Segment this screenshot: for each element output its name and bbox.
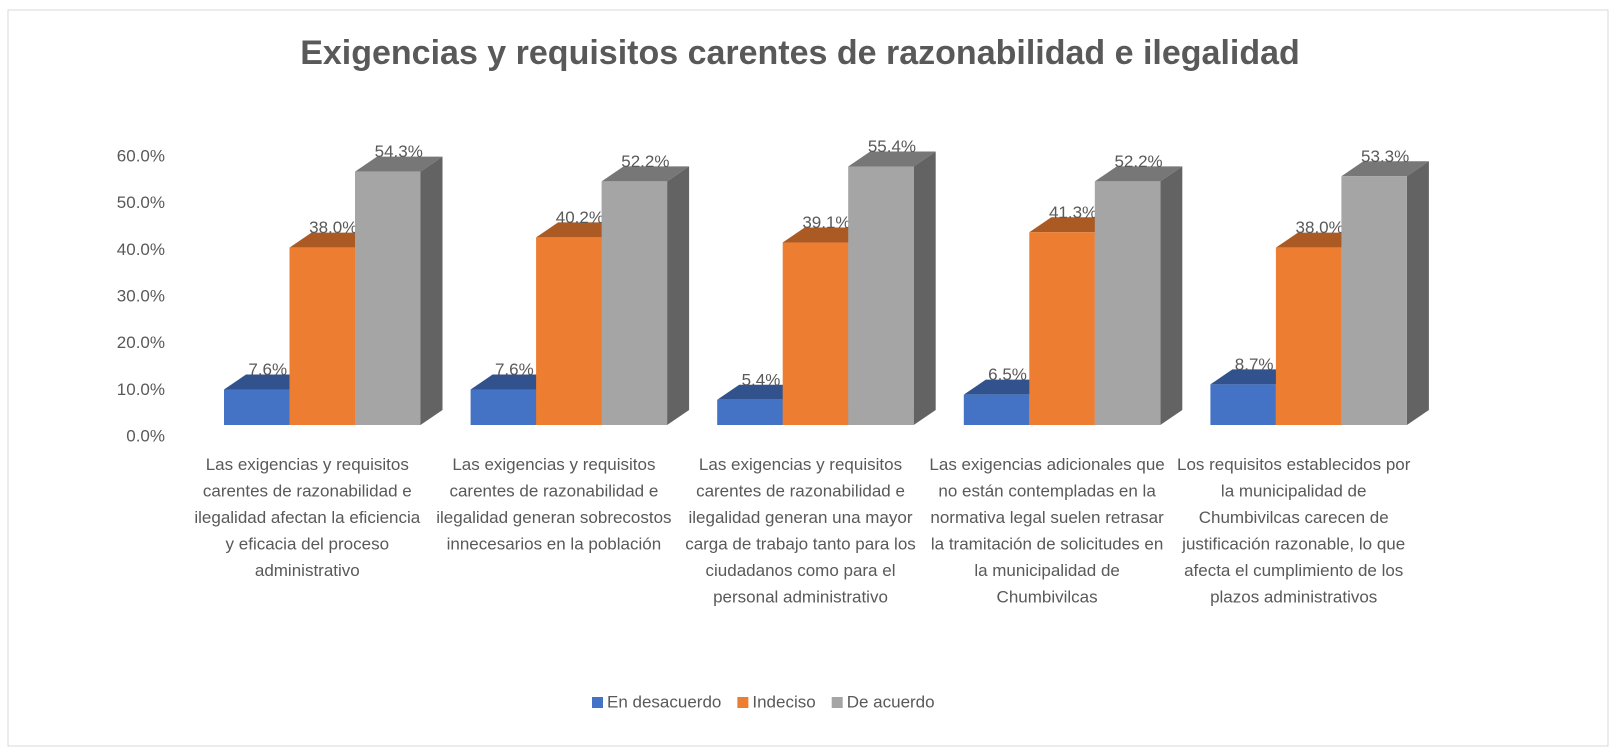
x-tick-line: administrativo <box>255 561 360 580</box>
bar-front <box>470 389 537 425</box>
bar-side <box>1160 166 1183 425</box>
data-label: 7.6% <box>248 360 287 379</box>
bar-front <box>224 389 290 425</box>
x-tick-label: Las exigencias y requisitos carentes de r… <box>436 455 671 554</box>
bar-front <box>1341 176 1407 425</box>
data-label: 6.5% <box>988 365 1027 384</box>
x-tick-line: ilegalidad afectan la eficiencia <box>194 508 420 527</box>
chart-title: Exigencias y requisitos carentes de razo… <box>300 34 1300 72</box>
x-tick-line: plazos administrativos <box>1210 588 1377 607</box>
x-tick-line: afecta el cumplimiento de los <box>1184 561 1403 580</box>
x-tick-line: ciudadanos como para el <box>706 561 896 580</box>
x-tick-line: carentes de razonabilidad e <box>203 482 412 501</box>
bar <box>601 166 690 425</box>
data-label: 8.7% <box>1235 355 1274 374</box>
y-tick-label: 40.0% <box>117 240 165 259</box>
bar <box>848 151 936 425</box>
bar-top <box>601 166 690 182</box>
data-label: 38.0% <box>1296 218 1344 237</box>
legend-swatch <box>592 697 603 708</box>
x-tick-label: Los requisitos establecidos por la munici… <box>1177 455 1411 607</box>
bar-top <box>848 151 936 167</box>
bar-top <box>355 156 443 172</box>
x-tick-line: la municipalidad de <box>1221 482 1367 501</box>
bar-front <box>848 166 914 425</box>
legend-label: En desacuerdo <box>607 692 721 711</box>
y-tick-label: 20.0% <box>117 333 165 352</box>
bar-front <box>601 181 668 425</box>
x-tick-line: carentes de razonabilidad e <box>449 482 658 501</box>
x-tick-label: Las exigencias y requisitos carentes de r… <box>685 455 916 607</box>
bar <box>1341 161 1429 425</box>
data-label: 5.4% <box>742 370 781 389</box>
x-tick-line: Chumbivilcas carecen de <box>1199 508 1389 527</box>
y-tick-label: 30.0% <box>117 286 165 305</box>
x-tick-line: ilegalidad generan una mayor <box>689 508 913 527</box>
data-label: 41.3% <box>1049 203 1097 222</box>
bar-front <box>1094 181 1161 425</box>
bar-front <box>1275 247 1342 425</box>
data-label: 38.0% <box>309 218 357 237</box>
y-tick-label: 50.0% <box>117 193 165 212</box>
x-tick-line: Las exigencias y requisitos <box>206 455 409 474</box>
legend-label: Indeciso <box>752 692 815 711</box>
x-tick-line: y eficacia del proceso <box>226 535 389 554</box>
data-label: 7.6% <box>495 360 534 379</box>
x-tick-label: Las exigencias y requisitos carentes de r… <box>194 455 420 580</box>
x-tick-line: la municipalidad de <box>974 561 1120 580</box>
x-tick-line: personal administrativo <box>713 588 888 607</box>
x-tick-line: Las exigencias adicionales que <box>929 455 1164 474</box>
bar-front <box>717 399 783 425</box>
bar-side <box>913 151 936 425</box>
bar-front <box>1029 232 1095 425</box>
bar <box>355 156 443 425</box>
x-tick-line: Los requisitos establecidos por <box>1177 455 1411 474</box>
bar-front <box>536 237 602 425</box>
legend-swatch <box>831 697 843 708</box>
data-label: 40.2% <box>556 208 604 227</box>
x-tick-line: carga de trabajo tanto para los <box>685 535 916 554</box>
y-tick-label: 60.0% <box>117 146 165 165</box>
x-tick-line: justificación razonable, lo que <box>1181 535 1405 554</box>
x-tick-line: carentes de razonabilidad e <box>696 482 905 501</box>
bar-front <box>355 171 421 425</box>
y-tick-label: 10.0% <box>117 380 165 399</box>
x-tick-line: ilegalidad generan sobrecostos <box>436 508 671 527</box>
x-tick-line: la tramitación de solicitudes en <box>931 535 1163 554</box>
bar <box>1094 166 1183 425</box>
bar-top <box>1094 166 1183 182</box>
legend-label: De acuerdo <box>847 692 935 711</box>
bar-side <box>1406 161 1429 425</box>
legend-swatch <box>737 697 749 708</box>
bar-side <box>420 156 443 425</box>
x-tick-line: Chumbivilcas <box>997 588 1098 607</box>
x-tick-line: Las exigencias y requisitos <box>452 455 655 474</box>
x-tick-line: normativa legal suelen retrasar <box>930 508 1164 527</box>
bar-side <box>667 166 690 425</box>
data-label: 53.3% <box>1361 147 1409 166</box>
x-tick-line: innecesarios en la población <box>447 535 662 554</box>
bar-top <box>1341 161 1429 177</box>
bar-front <box>782 242 849 425</box>
data-label: 39.1% <box>802 213 850 232</box>
x-tick-line: Las exigencias y requisitos <box>699 455 902 474</box>
bar-front <box>963 394 1030 425</box>
bar-front <box>289 247 355 425</box>
data-label: 52.2% <box>1114 152 1162 171</box>
x-tick-line: no están contempladas en la <box>938 482 1156 501</box>
bar-front <box>1210 384 1276 425</box>
data-label: 54.3% <box>375 142 423 161</box>
data-label: 52.2% <box>621 152 669 171</box>
data-label: 55.4% <box>868 137 916 156</box>
x-tick-label: Las exigencias adicionales que no están c… <box>929 455 1164 607</box>
y-tick-label: 0.0% <box>126 426 165 445</box>
